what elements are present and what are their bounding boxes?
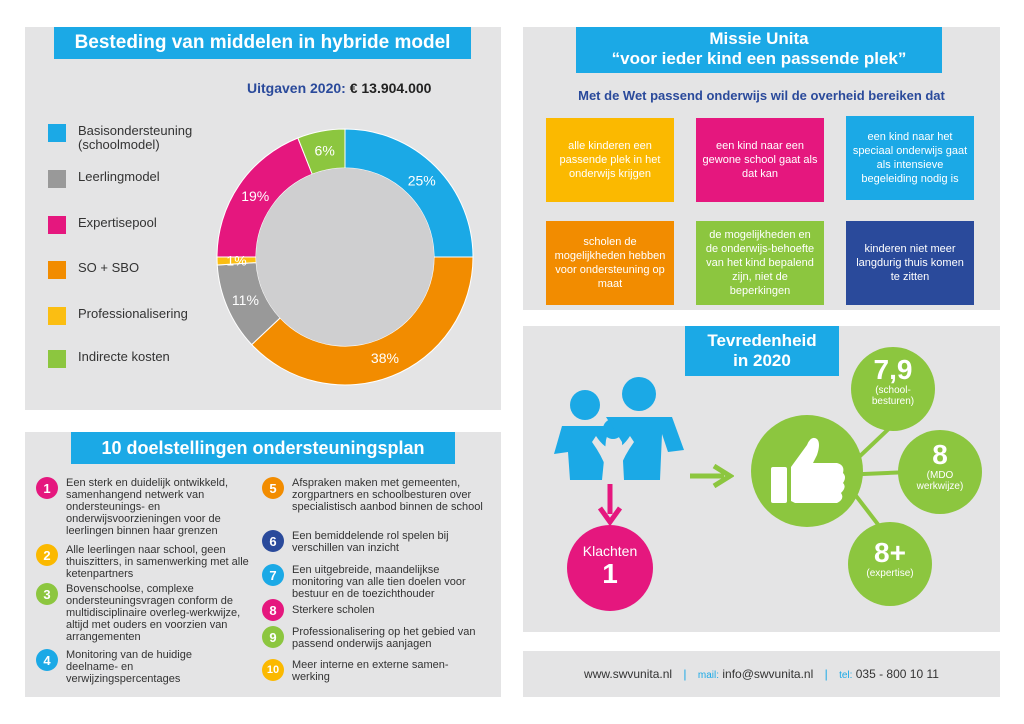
score-label: (MDO werkwijze) [916,470,964,492]
footer-mail-label: mail: [697,670,720,681]
mission-box: alle kinderen een passende plek in het o… [546,118,674,202]
goal-item: 9 Professionalisering op het gebied van … [262,626,492,650]
score-value: 7,9 [873,354,913,385]
footer-separator: | [683,667,687,681]
goal-text: Meer interne en externe samen-werking [292,659,449,683]
footer-website[interactable]: www.swvunita.nl [584,667,673,681]
goal-text: Monitoring van de huidige deelname- en v… [66,649,192,685]
mission-subtitle: Met de Wet passend onderwijs wil de over… [578,88,945,103]
legend-swatch [48,350,66,368]
score-value: 8+ [874,537,906,568]
legend-label: Basisondersteuning (schoolmodel) [78,123,193,152]
legend-label: Professionalisering [78,306,188,321]
goal-item: 10 Meer interne en externe samen-werking [262,659,492,683]
expense-value: € 13.904.000 [349,80,432,96]
legend-item: Professionalisering [48,307,228,325]
score-label: (school-besturen) [871,385,915,407]
goal-text: Professionalisering op het gebied van pa… [292,626,476,650]
goal-number: 8 [262,599,284,621]
footer-tel[interactable]: 035 - 800 10 11 [855,667,939,681]
legend-swatch [48,124,66,142]
mission-box: kinderen niet meer langdurig thuis komen… [846,221,974,305]
family-icon [554,377,684,480]
footer-panel [523,651,1000,697]
score-circle: 8 (MDO werkwijze) [898,430,982,514]
legend-swatch [48,216,66,234]
mission-box: een kind naar het speciaal onderwijs gaa… [846,116,974,200]
mission-title: Missie Unita “voor ieder kind een passen… [576,27,942,73]
thumbs-up-circle [751,415,863,527]
expense-label: Uitgaven 2020: [247,80,346,96]
goal-text: Afspraken maken met gemeenten, zorgpartn… [292,477,483,513]
arrow-down-icon [598,484,622,526]
goal-number: 5 [262,477,284,499]
score-value: 8 [932,439,948,470]
legend-label: Expertisepool [78,215,157,230]
legend-item: SO + SBO [48,261,228,279]
satisfaction-title: Tevredenheid in 2020 [685,326,839,376]
legend-item: Expertisepool [48,216,228,234]
footer-tel-label: tel: [839,670,853,681]
goal-number: 1 [36,477,58,499]
legend-item: Leerlingmodel [48,170,228,188]
score-circle: 7,9 (school-besturen) [851,347,935,431]
goal-text: Een sterk en duidelijk ontwikkeld, samen… [66,477,229,537]
goal-text: Sterkere scholen [292,604,375,616]
goal-text: Bovenschoolse, complexe ondersteuningsvr… [66,583,241,643]
legend-label: Leerlingmodel [78,169,160,184]
footer-contact: www.swvunita.nl | mail: info@swvunita.nl… [523,651,1000,697]
mission-box: scholen de mogelijkheden hebben voor ond… [546,221,674,305]
goal-item: 5 Afspraken maken met gemeenten, zorgpar… [262,477,492,513]
goal-item: 2 Alle leerlingen naar school, geen thui… [36,544,258,580]
arrow-right-icon [690,464,734,488]
goal-item: 4 Monitoring van de huidige deelname- en… [36,649,258,685]
complaints-circle: Klachten 1 [567,525,653,611]
goal-number: 2 [36,544,58,566]
score-label: (expertise) [866,568,914,579]
goal-item: 1 Een sterk en duidelijk ontwikkeld, sam… [36,477,258,537]
satisfaction-title-line2: in 2020 [733,351,791,370]
footer-mail[interactable]: info@swvunita.nl [722,667,814,681]
legend-item: Basisondersteuning (schoolmodel) [48,124,228,152]
complaints-label: Klachten [582,543,638,559]
goal-item: 8 Sterkere scholen [262,599,492,621]
mission-box: een kind naar een gewone school gaat als… [696,118,824,202]
goals-panel [25,432,501,697]
goal-text: Alle leerlingen naar school, geen thuisz… [66,544,249,580]
legend-label: SO + SBO [78,260,140,275]
legend-swatch [48,261,66,279]
goal-number: 9 [262,626,284,648]
complaints-value: 1 [602,558,618,589]
mission-title-line1: Missie Unita [709,29,809,48]
goal-item: 6 Een bemiddelende rol spelen bij versch… [262,530,492,554]
goal-text: Een uitgebreide, maandelijkse monitoring… [292,564,466,600]
goal-item: 7 Een uitgebreide, maandelijkse monitori… [262,564,492,600]
score-circle: 8+ (expertise) [848,522,932,606]
goal-number: 7 [262,564,284,586]
goals-title: 10 doelstellingen ondersteuningsplan [71,432,455,464]
footer-separator: | [824,667,828,681]
goal-number: 3 [36,583,58,605]
goal-number: 4 [36,649,58,671]
goal-item: 3 Bovenschoolse, complexe ondersteunings… [36,583,258,643]
goal-text: Een bemiddelende rol spelen bij verschil… [292,530,449,554]
mission-title-line2: “voor ieder kind een passende plek” [611,49,907,68]
mission-box: de mogelijkheden en de onderwijs-behoeft… [696,221,824,305]
legend-item: Indirecte kosten [48,350,228,368]
legend-label: Indirecte kosten [78,349,170,364]
legend-swatch [48,307,66,325]
thumbs-up-icon [771,437,845,503]
satisfaction-title-line1: Tevredenheid [707,331,817,350]
spending-title: Besteding van middelen in hybride model [54,27,471,59]
goal-number: 6 [262,530,284,552]
goal-number: 10 [262,659,284,681]
legend-swatch [48,170,66,188]
expense-line: Uitgaven 2020: € 13.904.000 [247,80,431,96]
